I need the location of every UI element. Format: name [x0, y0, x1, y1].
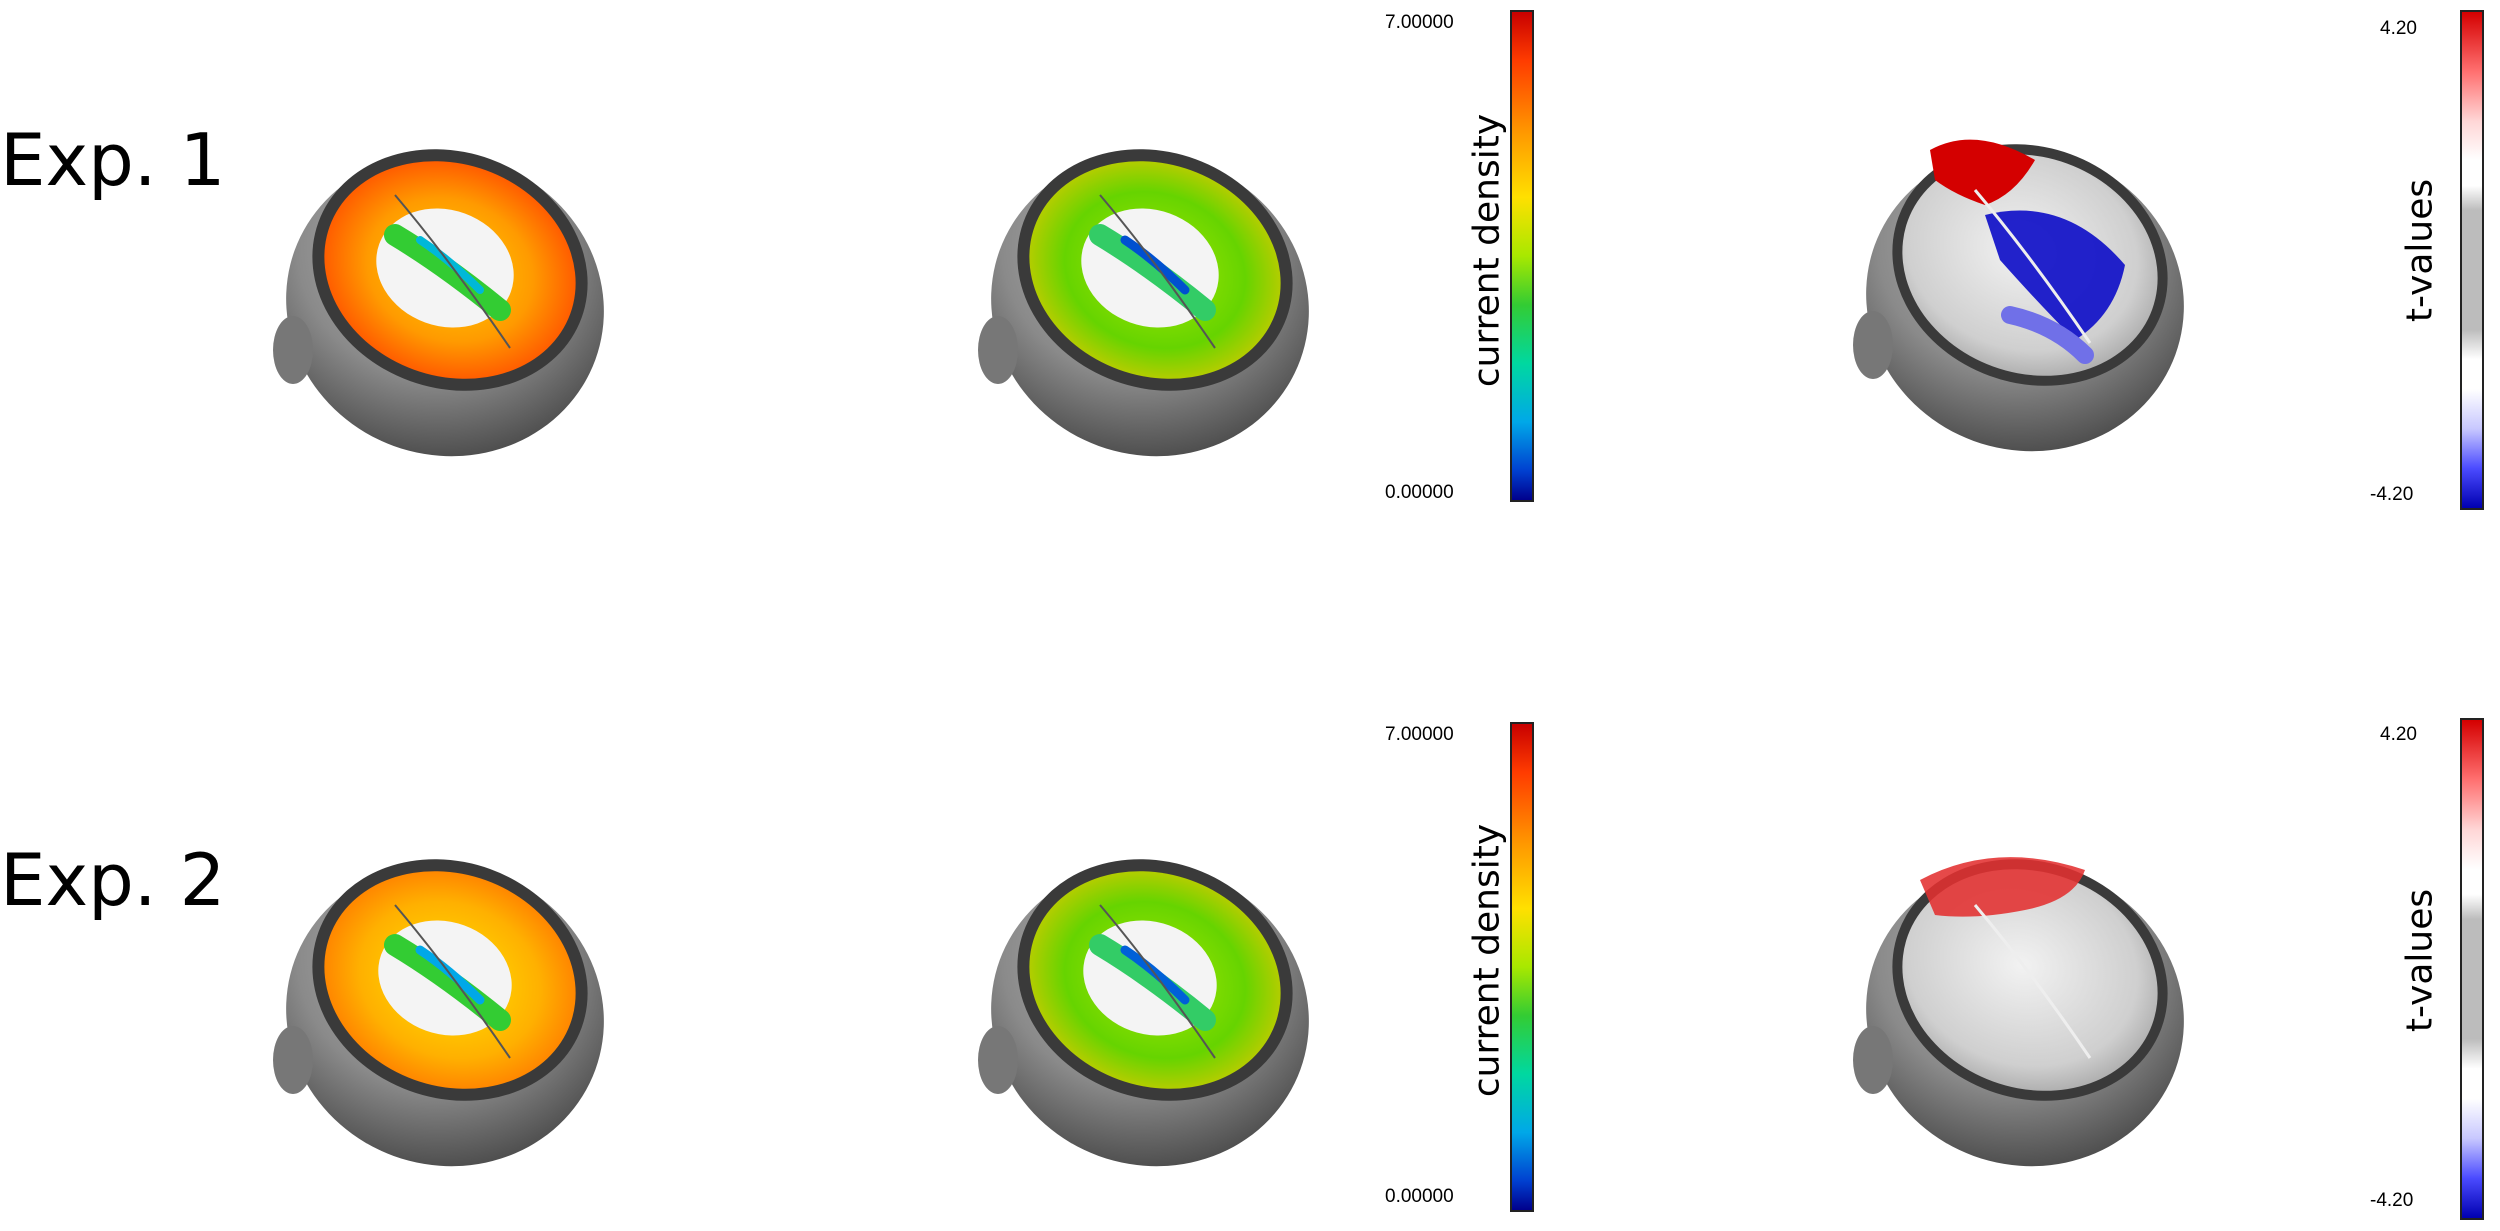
- brain-map-exp2-condition-b: [950, 800, 1350, 1200]
- density-axis-title-exp1: current density: [1466, 113, 1508, 388]
- tvalue-min-label-exp1: -4.20: [2370, 484, 2414, 505]
- row-label-exp1: Exp. 1: [0, 118, 226, 202]
- density-min-label-exp1: 0.00000: [1385, 482, 1454, 503]
- brain-map-icon: [1853, 857, 2184, 1167]
- brain-map-icon: [273, 149, 604, 457]
- density-max-label-exp1: 7.00000: [1385, 12, 1454, 33]
- tvalue-axis-title-exp1: t-values: [2399, 178, 2441, 323]
- tvalue-map-exp1: [1825, 85, 2225, 485]
- current-density-colorbar-exp2: [1510, 722, 1534, 1212]
- brain-map-exp1-condition-a: [245, 90, 645, 490]
- brain-map-icon: [978, 149, 1309, 457]
- tvalue-colorbar-exp1: [2460, 10, 2484, 510]
- tvalue-max-label-exp1: 4.20: [2380, 18, 2417, 39]
- tvalue-colorbar-exp2: [2460, 718, 2484, 1220]
- row-label-exp2: Exp. 2: [0, 838, 226, 922]
- brain-map-icon: [273, 859, 604, 1167]
- tvalue-min-label-exp2: -4.20: [2370, 1190, 2414, 1211]
- density-min-label-exp2: 0.00000: [1385, 1186, 1454, 1207]
- density-max-label-exp2: 7.00000: [1385, 724, 1454, 745]
- brain-map-icon: [978, 859, 1309, 1167]
- tvalue-map-exp2: [1825, 800, 2225, 1200]
- brain-map-exp2-condition-a: [245, 800, 645, 1200]
- tvalue-axis-title-exp2: t-values: [2399, 888, 2441, 1033]
- brain-map-icon: [1853, 139, 2184, 452]
- brain-map-exp1-condition-b: [950, 90, 1350, 490]
- current-density-colorbar-exp1: [1510, 10, 1534, 502]
- tvalue-max-label-exp2: 4.20: [2380, 724, 2417, 745]
- density-axis-title-exp2: current density: [1466, 823, 1508, 1098]
